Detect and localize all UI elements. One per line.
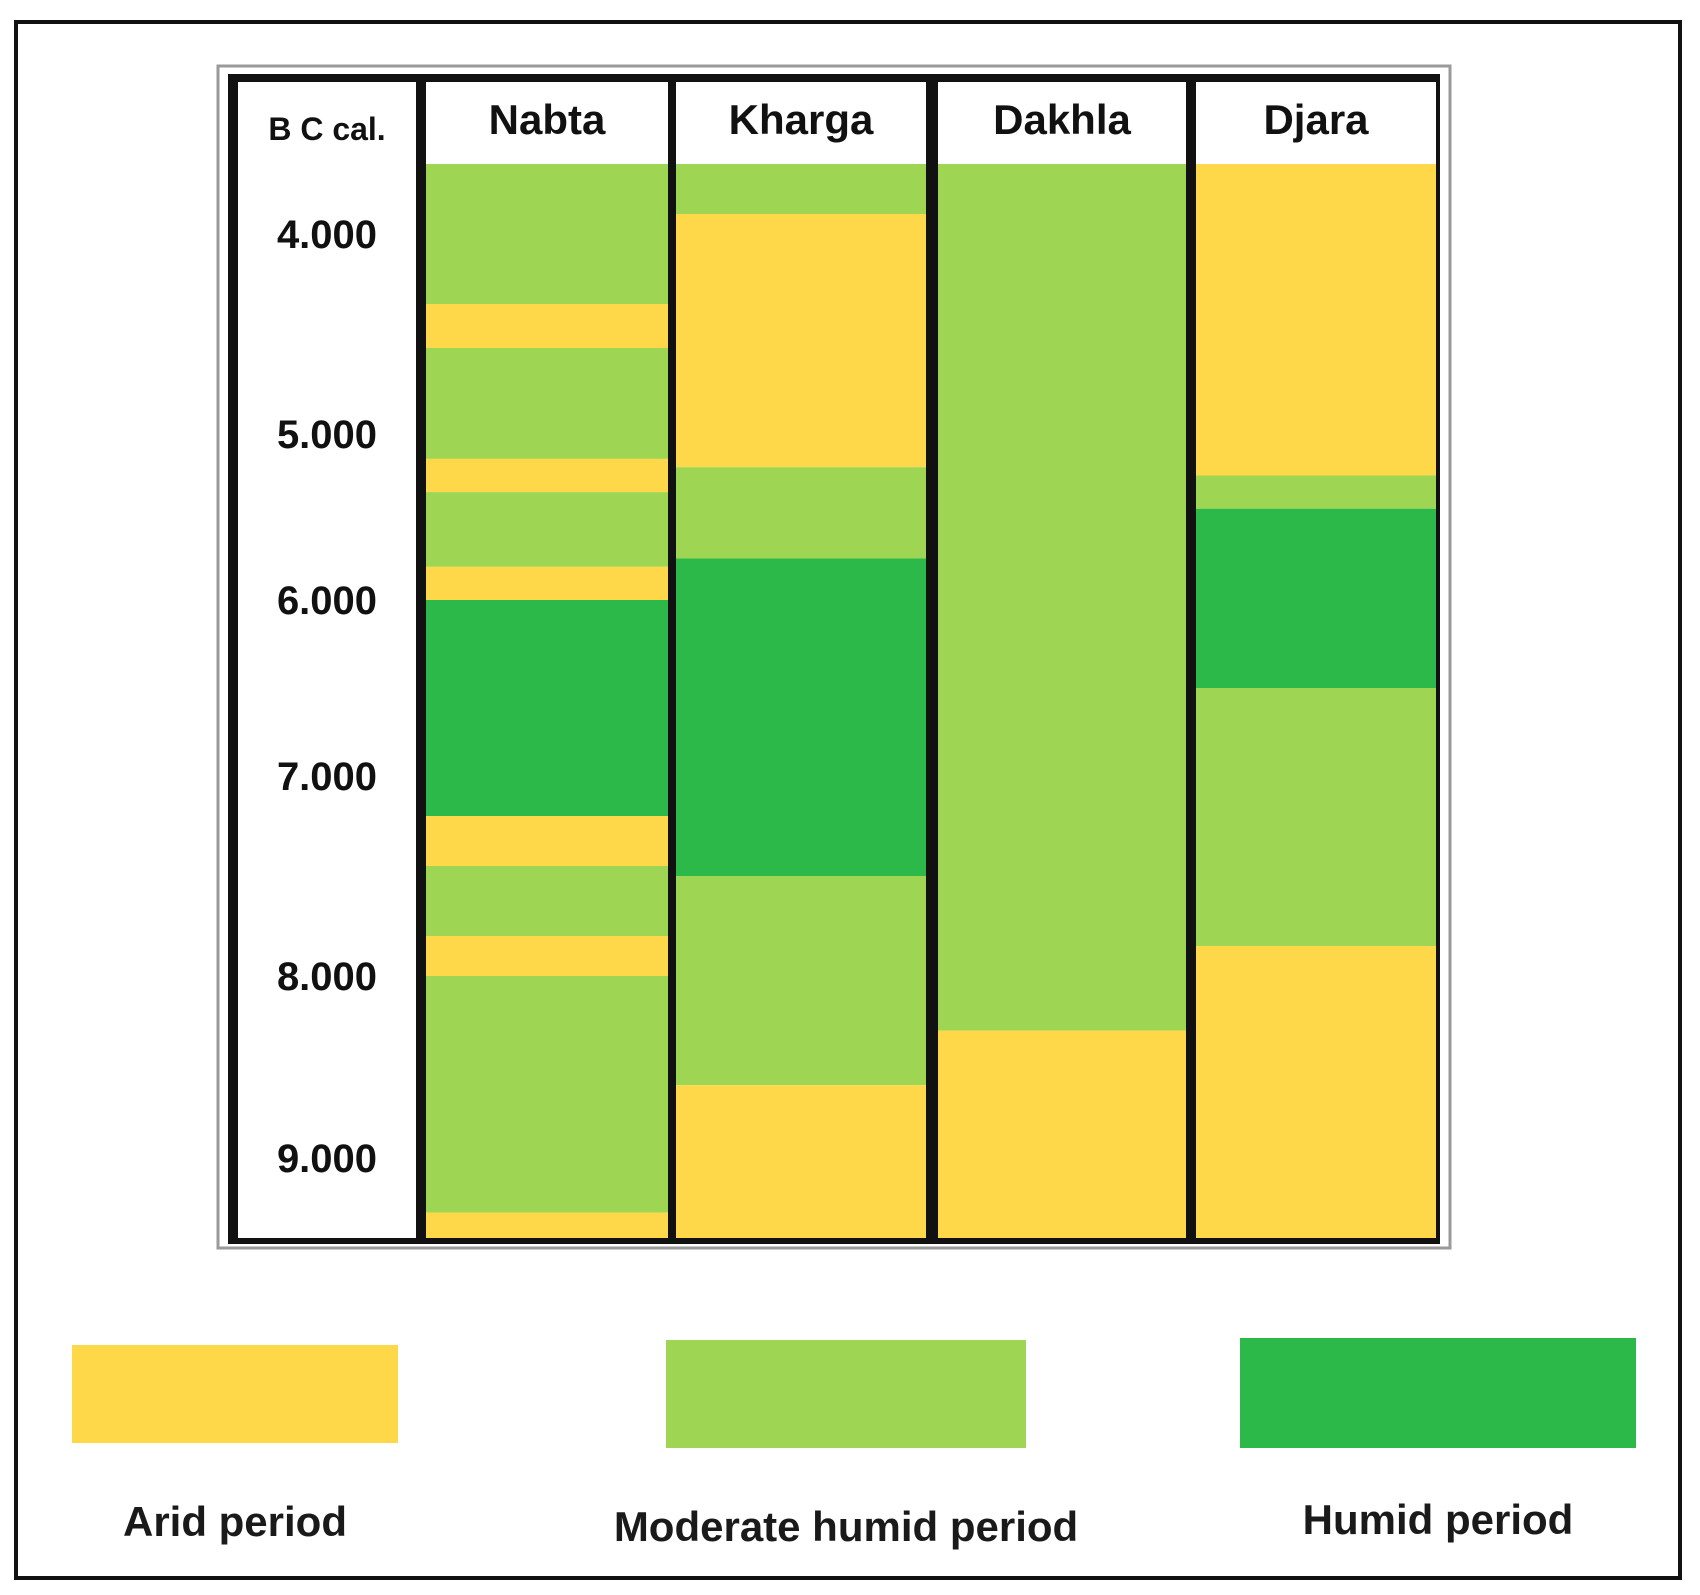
period-band-arid: [1196, 946, 1436, 1238]
period-band-arid: [426, 936, 668, 976]
period-band-arid: [426, 816, 668, 866]
period-band-arid: [1196, 164, 1436, 476]
tick-label: 8.000: [277, 955, 377, 999]
period-band-moderate: [426, 492, 668, 567]
tick-label: 5.000: [277, 413, 377, 457]
timeline-chart: B C cal. 4.0005.0006.0007.0008.0009.000 …: [216, 64, 1452, 1250]
period-band-arid: [426, 1212, 668, 1238]
period-band-moderate: [426, 348, 668, 459]
tick-label: 9.000: [277, 1137, 377, 1181]
period-band-humid: [676, 558, 926, 876]
period-band-arid: [676, 1085, 926, 1238]
period-band-moderate: [938, 164, 1186, 1031]
tick-label: 6.000: [277, 579, 377, 623]
column-kharga: Kharga: [676, 82, 926, 1238]
site-name-dakhla: Dakhla: [993, 96, 1131, 143]
period-band-moderate: [676, 164, 926, 214]
column-nabta: Nabta: [426, 82, 668, 1238]
column-djara: Djara: [1196, 82, 1436, 1238]
axis-label: B C cal.: [268, 111, 385, 147]
tick-labels: 4.000 5.000 6.000 7.000 8.000 9.000: [277, 213, 377, 1181]
tick-label: 7.000: [277, 755, 377, 799]
period-band-humid: [426, 600, 668, 816]
site-name-nabta: Nabta: [489, 96, 606, 143]
period-band-arid: [426, 566, 668, 600]
period-band-moderate: [426, 164, 668, 304]
period-band-moderate: [1196, 688, 1436, 946]
period-band-moderate: [676, 876, 926, 1086]
period-band-arid: [676, 214, 926, 468]
period-band-moderate: [426, 866, 668, 936]
period-band-arid: [938, 1030, 1186, 1238]
period-band-humid: [1196, 508, 1436, 688]
period-band-moderate: [426, 976, 668, 1213]
site-name-djara: Djara: [1263, 96, 1369, 143]
site-columns: Nabta Kharga Dakhla Djara: [426, 82, 1436, 1238]
period-band-moderate: [676, 467, 926, 559]
axis-column: [238, 82, 416, 1238]
period-band-arid: [426, 458, 668, 493]
period-band-arid: [426, 304, 668, 348]
period-band-moderate: [1196, 475, 1436, 509]
tick-label: 4.000: [277, 213, 377, 257]
column-dakhla: Dakhla: [938, 82, 1186, 1238]
site-name-kharga: Kharga: [729, 96, 874, 143]
